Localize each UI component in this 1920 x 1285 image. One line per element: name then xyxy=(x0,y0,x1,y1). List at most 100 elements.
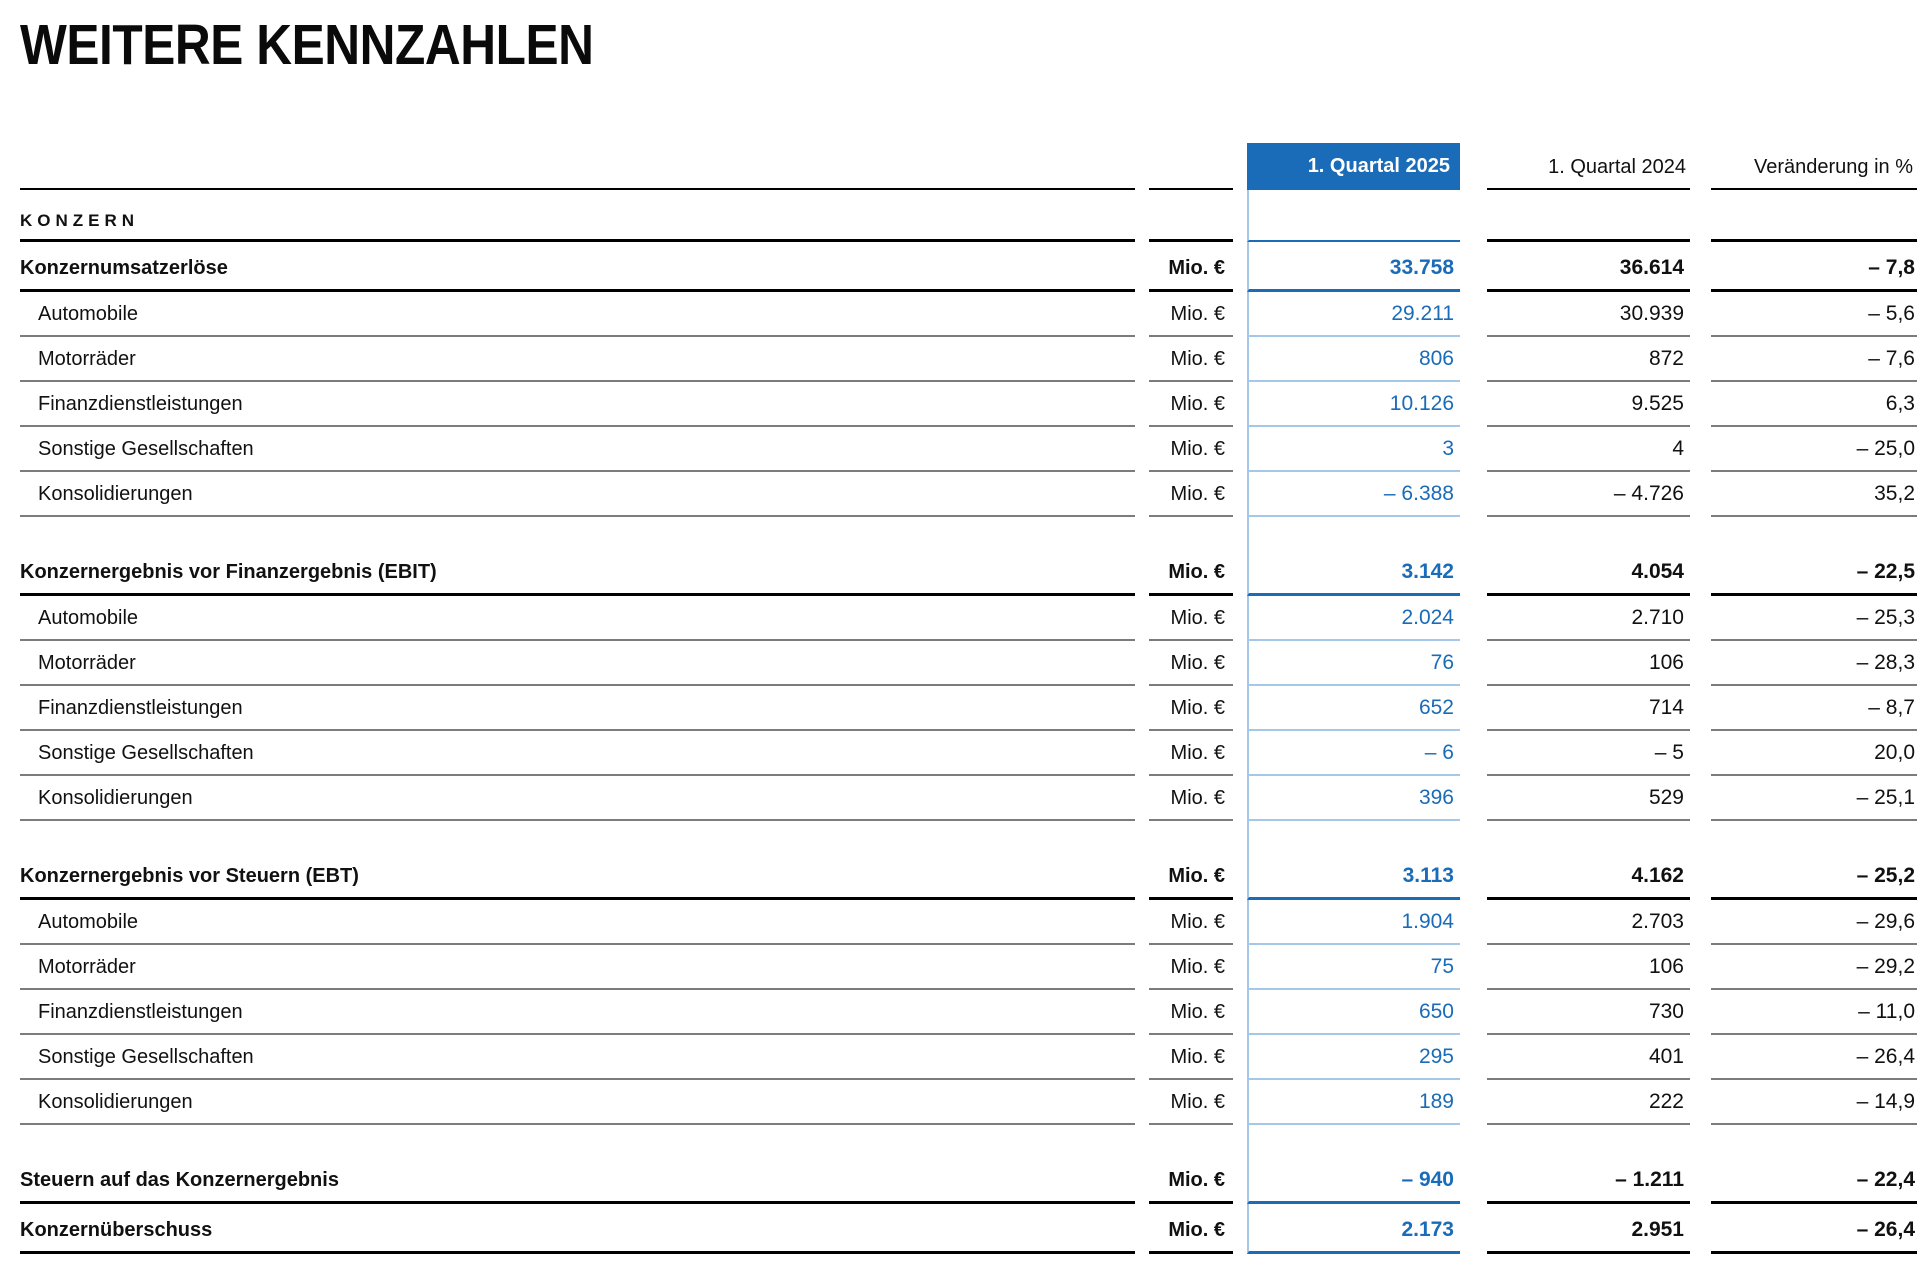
row-change-value: – 25,3 xyxy=(1711,596,1917,641)
table-row: Automobile Mio. € 2.024 2.710 – 25,3 xyxy=(20,595,1917,641)
row-q1-2024-value: 401 xyxy=(1487,1035,1690,1080)
row-change-value: – 26,4 xyxy=(1711,1204,1917,1254)
column-gap xyxy=(1233,1035,1247,1080)
row-change-value xyxy=(1711,1125,1917,1154)
row-q1-2025-value: 1.904 xyxy=(1247,899,1460,945)
table-row: Steuern auf das Konzernergebnis Mio. € –… xyxy=(20,1153,1917,1204)
row-unit: Mio. € xyxy=(1149,990,1233,1035)
column-gap xyxy=(1460,596,1487,641)
column-gap xyxy=(1135,686,1149,731)
row-q1-2024-value: 714 xyxy=(1487,686,1690,731)
column-gap xyxy=(1233,1125,1247,1154)
column-gap xyxy=(1135,900,1149,945)
row-q1-2024-value: 106 xyxy=(1487,641,1690,686)
row-unit xyxy=(1149,517,1233,546)
table-row: Konsolidierungen Mio. € – 6.388 – 4.726 … xyxy=(20,471,1917,517)
row-change-value: – 28,3 xyxy=(1711,641,1917,686)
column-gap xyxy=(1690,1154,1711,1204)
column-gap xyxy=(1460,190,1487,242)
column-gap xyxy=(1690,427,1711,472)
row-label: Finanzdienstleistungen xyxy=(20,686,1135,731)
column-gap xyxy=(1233,546,1247,596)
column-gap xyxy=(1690,1035,1711,1080)
column-gap xyxy=(1460,850,1487,900)
column-gap xyxy=(1233,1080,1247,1125)
column-gap xyxy=(1690,1080,1711,1125)
row-change-value: – 22,5 xyxy=(1711,546,1917,596)
section-q1-2024-cell xyxy=(1487,190,1690,242)
column-gap xyxy=(1690,686,1711,731)
column-gap xyxy=(1135,1204,1149,1254)
row-q1-2024-value xyxy=(1487,1125,1690,1154)
row-change-value: – 11,0 xyxy=(1711,990,1917,1035)
column-gap xyxy=(1233,900,1247,945)
column-gap xyxy=(1233,382,1247,427)
column-gap xyxy=(1690,641,1711,686)
row-change-value: – 26,4 xyxy=(1711,1035,1917,1080)
row-label: Sonstige Gesellschaften xyxy=(20,427,1135,472)
row-change-value: – 25,2 xyxy=(1711,850,1917,900)
column-gap xyxy=(1135,546,1149,596)
row-q1-2025-value: 295 xyxy=(1247,1034,1460,1080)
section-q1-2025-cell xyxy=(1247,189,1460,242)
column-header-change: Veränderung in % xyxy=(1711,143,1917,190)
row-unit: Mio. € xyxy=(1149,242,1233,292)
row-unit: Mio. € xyxy=(1149,1080,1233,1125)
column-gap xyxy=(1460,776,1487,821)
row-label: Sonstige Gesellschaften xyxy=(20,731,1135,776)
row-q1-2024-value: 106 xyxy=(1487,945,1690,990)
column-gap xyxy=(1460,427,1487,472)
row-label: Motorräder xyxy=(20,337,1135,382)
column-gap xyxy=(1135,292,1149,337)
row-q1-2024-value: 9.525 xyxy=(1487,382,1690,427)
table-row: Konsolidierungen Mio. € 189 222 – 14,9 xyxy=(20,1079,1917,1125)
row-change-value: – 7,6 xyxy=(1711,337,1917,382)
row-change-value: – 25,1 xyxy=(1711,776,1917,821)
row-q1-2024-value: 529 xyxy=(1487,776,1690,821)
row-q1-2024-value: 4.054 xyxy=(1487,546,1690,596)
column-gap xyxy=(1233,337,1247,382)
column-gap xyxy=(1135,1154,1149,1204)
row-q1-2025-value xyxy=(1247,820,1460,850)
row-q1-2025-value: 2.024 xyxy=(1247,595,1460,641)
row-label: Konsolidierungen xyxy=(20,1080,1135,1125)
row-unit: Mio. € xyxy=(1149,427,1233,472)
row-q1-2025-value: 3.113 xyxy=(1247,849,1460,900)
row-unit: Mio. € xyxy=(1149,1154,1233,1204)
column-gap xyxy=(1460,1125,1487,1154)
row-q1-2024-value: 2.703 xyxy=(1487,900,1690,945)
column-gap xyxy=(1460,337,1487,382)
row-q1-2025-value: 652 xyxy=(1247,685,1460,731)
report-page: WEITERE KENNZAHLEN 1. Quartal 2025 1. Qu… xyxy=(0,13,1920,1254)
row-unit xyxy=(1149,1125,1233,1154)
page-title: WEITERE KENNZAHLEN xyxy=(20,13,594,77)
column-gap xyxy=(1233,945,1247,990)
row-change-value: – 22,4 xyxy=(1711,1154,1917,1204)
row-q1-2025-value: – 6 xyxy=(1247,730,1460,776)
column-gap xyxy=(1233,143,1247,190)
column-gap xyxy=(1690,546,1711,596)
column-gap xyxy=(1460,143,1487,190)
column-gap xyxy=(1233,731,1247,776)
column-header-q1-2024: 1. Quartal 2024 xyxy=(1487,143,1690,190)
column-gap xyxy=(1460,686,1487,731)
column-gap xyxy=(1135,1080,1149,1125)
row-q1-2024-value: 36.614 xyxy=(1487,242,1690,292)
column-gap xyxy=(1135,850,1149,900)
section-unit-cell xyxy=(1149,190,1233,242)
column-gap xyxy=(1460,1035,1487,1080)
column-gap xyxy=(1690,517,1711,546)
row-q1-2024-value: 2.710 xyxy=(1487,596,1690,641)
column-gap xyxy=(1233,517,1247,546)
row-label: Motorräder xyxy=(20,641,1135,686)
table-row: Konzernumsatzerlöse Mio. € 33.758 36.614… xyxy=(20,241,1917,292)
row-q1-2024-value xyxy=(1487,821,1690,850)
row-q1-2025-value: 29.211 xyxy=(1247,291,1460,337)
row-q1-2024-value: 4 xyxy=(1487,427,1690,472)
row-q1-2024-value xyxy=(1487,517,1690,546)
column-gap xyxy=(1135,821,1149,850)
row-change-value: – 5,6 xyxy=(1711,292,1917,337)
row-q1-2024-value: – 4.726 xyxy=(1487,472,1690,517)
row-q1-2024-value: 2.951 xyxy=(1487,1204,1690,1254)
column-gap xyxy=(1135,596,1149,641)
